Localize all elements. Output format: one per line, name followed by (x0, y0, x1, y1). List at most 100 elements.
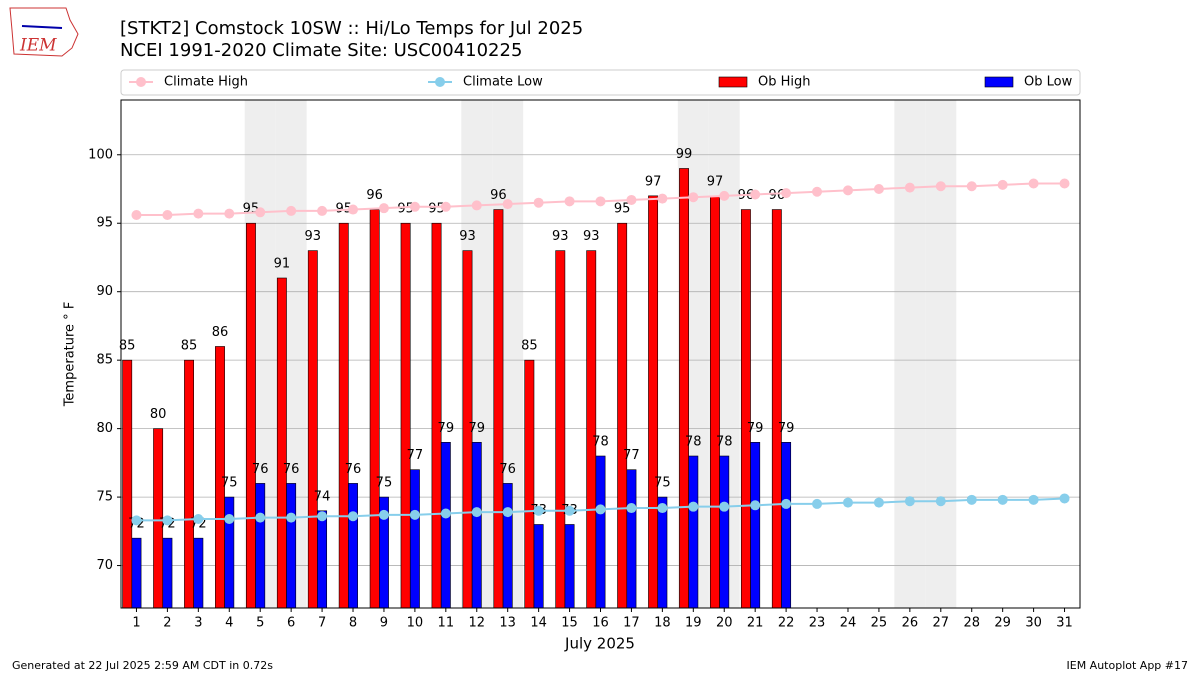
bar (131, 537, 142, 609)
legend-swatch (984, 76, 1014, 88)
data-label: 93 (305, 229, 322, 244)
data-label: 74 (314, 489, 331, 504)
climate-marker (595, 196, 606, 207)
climate-marker (1059, 178, 1070, 189)
bar (255, 483, 266, 609)
x-tick-label: 4 (225, 616, 233, 631)
data-label: 75 (376, 476, 393, 491)
data-label: 76 (252, 462, 269, 477)
bar (276, 277, 287, 609)
climate-marker (502, 199, 513, 210)
x-tick-label: 24 (840, 616, 857, 631)
climate-marker (533, 197, 544, 208)
climate-marker (317, 205, 328, 216)
x-tick-label: 17 (623, 616, 640, 631)
bar (586, 250, 597, 609)
data-label: 78 (716, 435, 733, 450)
data-label: 96 (366, 188, 383, 203)
x-tick-label: 5 (256, 616, 264, 631)
footer-left: Generated at 22 Jul 2025 2:59 AM CDT in … (12, 659, 273, 672)
bar (502, 483, 513, 609)
climate-marker (502, 507, 513, 518)
data-label: 77 (623, 448, 640, 463)
climate-marker (657, 193, 668, 204)
data-label: 75 (221, 476, 238, 491)
logo-line (21, 25, 63, 29)
climate-marker (966, 494, 977, 505)
data-label: 76 (345, 462, 362, 477)
climate-marker (904, 182, 915, 193)
climate-marker (719, 501, 730, 512)
climate-marker (1059, 493, 1070, 504)
climate-marker (935, 496, 946, 507)
logo: IEM (9, 7, 79, 57)
bar (440, 442, 451, 609)
bar (317, 510, 328, 609)
legend-marker (435, 77, 445, 87)
data-label: 93 (552, 229, 569, 244)
climate-marker (564, 505, 575, 516)
climate-marker (440, 508, 451, 519)
bar (710, 195, 720, 609)
data-label: 79 (778, 421, 795, 436)
bar (524, 359, 535, 609)
climate-marker (224, 208, 235, 219)
climate-marker (1028, 494, 1039, 505)
x-axis-label: July 2025 (564, 635, 635, 653)
bar (122, 359, 133, 609)
x-tick-label: 19 (685, 616, 702, 631)
x-tick-label: 12 (468, 616, 485, 631)
bar (626, 469, 637, 609)
x-tick-label: 2 (163, 616, 171, 631)
climate-marker (440, 201, 451, 212)
climate-marker (812, 498, 823, 509)
legend-label: Climate Low (463, 75, 543, 90)
climate-marker (997, 494, 1008, 505)
climate-marker (657, 503, 668, 514)
climate-marker (626, 503, 637, 514)
climate-marker (873, 497, 884, 508)
climate-marker (471, 200, 482, 211)
data-label: 79 (438, 421, 455, 436)
data-label: 95 (397, 202, 414, 217)
data-label: 75 (654, 476, 671, 491)
x-tick-label: 25 (871, 616, 888, 631)
climate-marker (626, 194, 637, 205)
climate-marker (842, 497, 853, 508)
climate-marker (997, 179, 1008, 190)
chart-subtitle: NCEI 1991-2020 Climate Site: USC00410225 (120, 40, 522, 61)
bar (162, 537, 173, 609)
data-label: 93 (583, 229, 600, 244)
climate-marker (533, 505, 544, 516)
climate-marker (873, 184, 884, 195)
bar (648, 195, 659, 609)
legend-box (120, 69, 1081, 96)
data-label: 78 (685, 435, 702, 450)
climate-marker (255, 512, 266, 523)
x-tick-label: 26 (902, 616, 919, 631)
bar (533, 524, 544, 609)
bar (348, 483, 358, 609)
bar (595, 455, 606, 609)
data-label: 97 (645, 174, 662, 189)
x-tick-label: 15 (561, 616, 578, 631)
climate-marker (378, 509, 389, 520)
bar (679, 168, 689, 609)
data-label: 93 (459, 229, 476, 244)
x-tick-label: 8 (349, 616, 357, 631)
bar (657, 496, 668, 609)
bar (688, 455, 699, 609)
x-tick-label: 11 (438, 616, 455, 631)
x-tick-label: 10 (407, 616, 424, 631)
x-tick-label: 29 (994, 616, 1011, 631)
legend-swatch (718, 76, 748, 88)
y-tick-label: 70 (96, 558, 113, 573)
bar (719, 455, 730, 609)
climate-marker (935, 181, 946, 192)
x-tick-label: 7 (318, 616, 326, 631)
data-label: 86 (212, 325, 229, 340)
climate-marker (224, 513, 235, 524)
climate-marker (471, 507, 482, 518)
climate-marker (688, 192, 699, 203)
bar (338, 222, 349, 609)
